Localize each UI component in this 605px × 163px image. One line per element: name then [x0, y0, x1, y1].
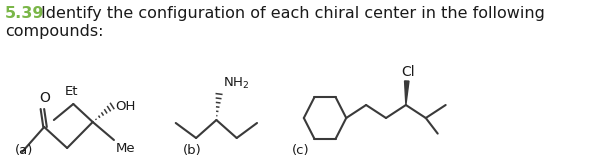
Text: OH: OH — [116, 99, 136, 112]
Text: Identify the configuration of each chiral center in the following: Identify the configuration of each chira… — [41, 6, 544, 21]
Text: compounds:: compounds: — [5, 24, 104, 39]
Polygon shape — [405, 81, 409, 105]
Text: (b): (b) — [183, 144, 201, 157]
Text: Cl: Cl — [401, 65, 414, 79]
Text: Me: Me — [116, 142, 136, 155]
Text: NH$_2$: NH$_2$ — [223, 76, 250, 91]
Text: (a): (a) — [15, 144, 33, 157]
Text: O: O — [39, 91, 50, 105]
Text: (c): (c) — [292, 144, 309, 157]
Text: 5.39: 5.39 — [5, 6, 45, 21]
Text: Et: Et — [65, 85, 78, 98]
